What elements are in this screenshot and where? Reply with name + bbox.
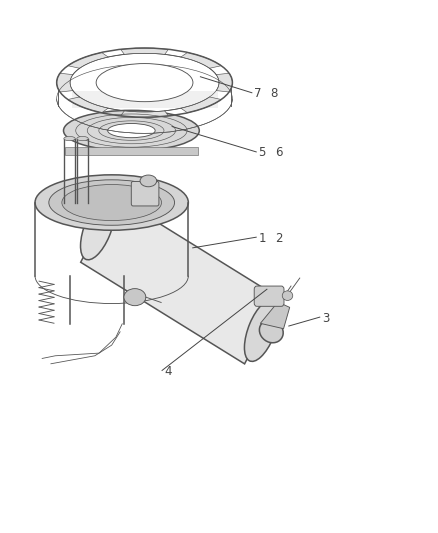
- Polygon shape: [121, 111, 168, 117]
- FancyBboxPatch shape: [254, 286, 284, 306]
- Polygon shape: [68, 97, 108, 113]
- Polygon shape: [65, 147, 198, 155]
- Text: 4: 4: [164, 365, 172, 378]
- Ellipse shape: [140, 175, 157, 187]
- Ellipse shape: [108, 124, 155, 138]
- Text: 8: 8: [271, 87, 278, 100]
- Ellipse shape: [81, 198, 115, 260]
- Ellipse shape: [124, 289, 146, 306]
- Ellipse shape: [259, 320, 283, 343]
- Polygon shape: [57, 73, 73, 92]
- Text: 7: 7: [254, 87, 261, 100]
- Ellipse shape: [62, 184, 162, 221]
- Ellipse shape: [64, 110, 199, 151]
- Ellipse shape: [35, 175, 188, 230]
- Ellipse shape: [282, 291, 293, 301]
- Text: 2: 2: [275, 232, 283, 245]
- Polygon shape: [81, 196, 279, 364]
- Polygon shape: [216, 73, 232, 92]
- Ellipse shape: [64, 136, 75, 141]
- Text: 5: 5: [258, 147, 266, 159]
- Ellipse shape: [77, 136, 88, 141]
- Ellipse shape: [49, 180, 174, 225]
- Polygon shape: [71, 92, 218, 108]
- Polygon shape: [121, 48, 168, 54]
- Polygon shape: [260, 302, 290, 329]
- Ellipse shape: [244, 300, 279, 361]
- Text: 1: 1: [258, 232, 266, 245]
- Text: 6: 6: [275, 147, 283, 159]
- FancyBboxPatch shape: [131, 181, 159, 206]
- Text: 3: 3: [322, 312, 329, 325]
- Ellipse shape: [96, 63, 193, 102]
- Polygon shape: [68, 52, 108, 68]
- Polygon shape: [181, 97, 221, 113]
- Polygon shape: [181, 52, 221, 68]
